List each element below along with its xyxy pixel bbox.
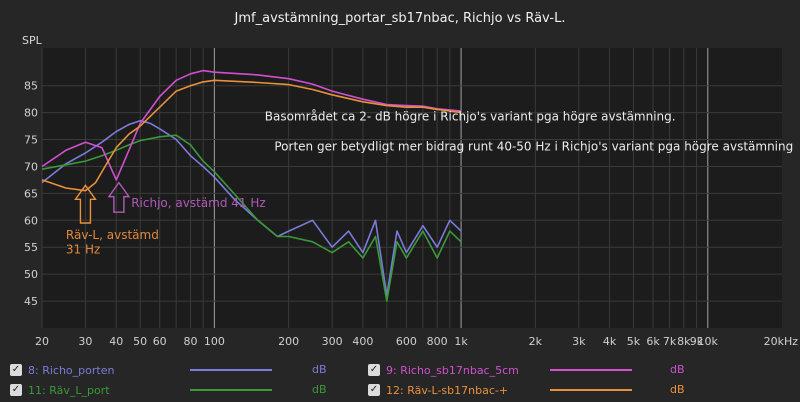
legend-checkbox[interactable]: ✓ — [10, 384, 22, 396]
legend-item[interactable]: ✓ 9: Richo_sb17nbac_5cm — [368, 360, 519, 380]
y-tick-label: 70 — [24, 160, 38, 173]
grid — [41, 48, 782, 328]
frequency-response-chart: 45 50 55 60 65 70 75 80 85 20 30 40 50 60 80 100 200 300 4… — [22, 11, 799, 348]
x-tick-label: 9k — [690, 335, 704, 348]
y-tick-label: 55 — [24, 241, 38, 254]
x-tick-label: 7k — [663, 335, 677, 348]
legend-unit: dB — [670, 383, 685, 396]
series-line-4 — [41, 79, 462, 192]
x-tick-label: 80 — [184, 335, 198, 348]
x-tick-label: 20 — [35, 335, 49, 348]
x-tick-label: 8k — [677, 335, 691, 348]
series-group — [41, 69, 462, 302]
legend-unit: dB — [312, 383, 327, 396]
annotation-text: Richjo, avstämd 41 Hz — [131, 196, 265, 210]
x-tick-label: 50 — [133, 335, 147, 348]
legend-item[interactable]: ✓ 12: Räv-L-sb17nbac-+ — [368, 380, 508, 400]
legend-label: 8: Richo_porten — [28, 363, 115, 377]
x-tick-label: 100 — [204, 335, 225, 348]
x-tick-label: 30 — [78, 335, 92, 348]
y-tick-label: 75 — [24, 134, 38, 147]
legend-unit: dB — [312, 363, 327, 376]
annotation-arrow-1 — [74, 184, 97, 224]
legend-label: 9: Richo_sb17nbac_5cm — [386, 363, 519, 377]
legend-unit: dB — [670, 363, 685, 376]
x-tick-label: 6k — [646, 335, 660, 348]
x-tick-label: 400 — [352, 335, 373, 348]
x-tick-label: 3k — [572, 335, 586, 348]
x-tick-label: 200 — [278, 335, 299, 348]
x-tick-label: 40 — [109, 335, 123, 348]
annotation-group: Basområdet ca 2- dB högre i Richjo's var… — [66, 110, 793, 257]
annotation-text: Basområdet ca 2- dB högre i Richjo's var… — [265, 110, 676, 124]
x-tick-label: 20kHz — [764, 335, 799, 348]
x-tick-label: 600 — [396, 335, 417, 348]
x-tick-label: 2k — [529, 335, 543, 348]
series-line-3 — [41, 69, 462, 181]
annotation-text: Porten ger betydligt mer bidrag runt 40-… — [274, 139, 793, 153]
legend-label: 12: Räv-L-sb17nbac-+ — [386, 383, 509, 397]
y-tick-label: 85 — [24, 80, 38, 93]
x-tick-label: 4k — [603, 335, 617, 348]
legend-line-swatch — [550, 389, 632, 391]
x-tick-label: 5k — [627, 335, 641, 348]
tick-labels: 45 50 55 60 65 70 75 80 85 20 30 40 50 60 80 100 200 300 4… — [24, 80, 798, 348]
y-tick-label: 80 — [24, 107, 38, 120]
y-axis-label: SPL — [22, 34, 43, 47]
x-tick-label: 10k — [698, 335, 719, 348]
legend-line-swatch — [550, 369, 632, 371]
x-tick-label: 1k — [454, 335, 468, 348]
annotation-text: Räv-L, avstämd — [66, 228, 159, 242]
legend-line-swatch — [190, 369, 272, 371]
y-tick-label: 60 — [24, 214, 38, 227]
annotation-text: 31 Hz — [66, 243, 100, 257]
y-tick-label: 65 — [24, 187, 38, 200]
plot-area — [42, 48, 782, 328]
y-tick-label: 50 — [24, 268, 38, 281]
legend-checkbox[interactable]: ✓ — [368, 364, 380, 376]
x-tick-label: 60 — [153, 335, 167, 348]
arrow-group — [74, 181, 131, 224]
chart-title: Jmf_avstämning_portar_sb17nbac, Richjo v… — [234, 11, 566, 26]
x-tick-label: 300 — [322, 335, 343, 348]
x-tick-label: 800 — [427, 335, 448, 348]
legend-checkbox[interactable]: ✓ — [10, 364, 22, 376]
annotation-arrow-2 — [107, 181, 131, 213]
legend-line-swatch — [190, 389, 272, 391]
series-line-2 — [41, 134, 462, 302]
legend: ✓ 8: Richo_porten dB ✓ 9: Richo_sb17nbac_5cm… — [0, 358, 800, 402]
legend-label: 11: Räv_L_port — [28, 383, 110, 397]
legend-item[interactable]: ✓ 8: Richo_porten — [10, 360, 114, 380]
y-tick-label: 45 — [24, 295, 38, 308]
legend-item[interactable]: ✓ 11: Räv_L_port — [10, 380, 110, 400]
legend-checkbox[interactable]: ✓ — [368, 384, 380, 396]
